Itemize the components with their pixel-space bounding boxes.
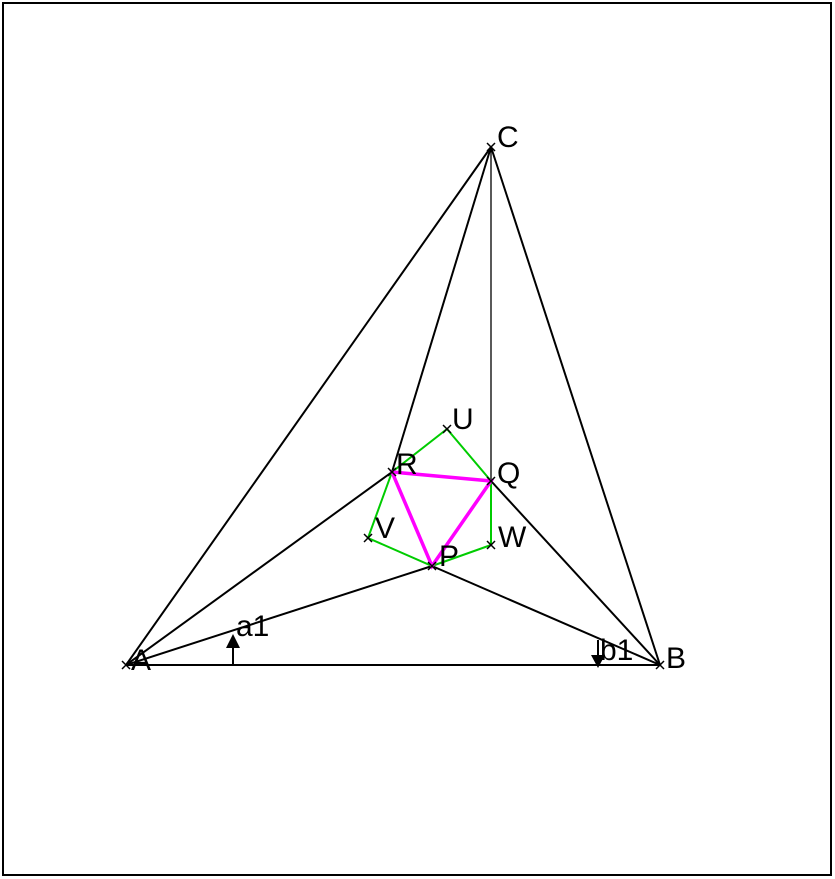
marker-u — [442, 424, 452, 434]
marker-a — [121, 660, 131, 670]
trisector-lines — [125, 146, 661, 666]
label-c: C — [497, 121, 519, 154]
segment-ap — [125, 565, 433, 666]
segment-ac — [125, 146, 492, 666]
segment-bc — [490, 146, 661, 666]
main-triangle — [125, 146, 661, 666]
segment-ar — [125, 471, 393, 666]
marker-c — [486, 142, 496, 152]
label-a1: a1 — [236, 610, 269, 643]
label-v: V — [375, 512, 395, 545]
label-b: B — [666, 642, 686, 675]
label-a: A — [131, 644, 151, 677]
label-q: Q — [497, 457, 520, 490]
label-p: P — [439, 540, 459, 573]
hexagon-uqwpvr — [366, 427, 492, 568]
marker-p — [427, 561, 437, 571]
marker-r — [387, 467, 397, 477]
marker-w — [486, 540, 496, 550]
label-r: R — [396, 448, 418, 481]
label-u: U — [452, 403, 474, 436]
segment-bq — [490, 480, 661, 666]
angle-b1-arrow — [591, 640, 605, 668]
point-markers — [121, 142, 665, 670]
segment-bp — [431, 565, 661, 666]
label-b1: b1 — [600, 634, 633, 667]
angle-a1-arrow — [226, 634, 240, 665]
segment-cr — [391, 146, 492, 473]
morley-triangle-pqr — [389, 469, 495, 570]
label-w: W — [498, 521, 527, 554]
marker-b — [655, 660, 665, 670]
marker-q — [486, 476, 496, 486]
marker-v — [363, 533, 373, 543]
